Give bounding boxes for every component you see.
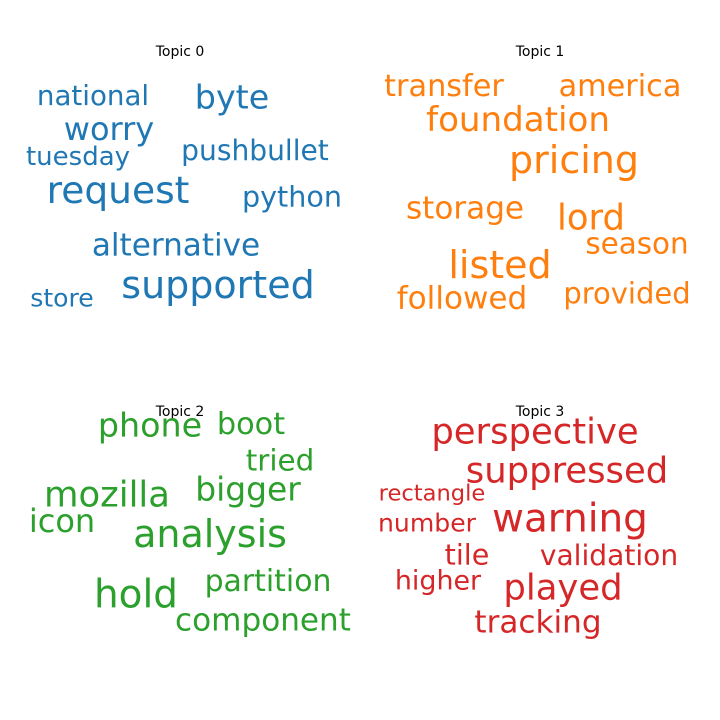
word-component: component <box>175 602 351 639</box>
word-tuesday: tuesday <box>25 142 131 172</box>
word-tried: tried <box>245 443 315 478</box>
topic-title: Topic 3 <box>515 404 565 420</box>
word-icon: icon <box>28 502 96 540</box>
word-transfer: transfer <box>384 68 504 104</box>
word-followed: followed <box>396 280 528 317</box>
topic-panel-3: Topic 3 perspective suppressed rectangle war… <box>360 360 720 720</box>
word-foundation: foundation <box>426 99 610 140</box>
topic-title: Topic 1 <box>515 44 565 60</box>
word-storage: storage <box>405 190 525 227</box>
topic-title: Topic 2 <box>155 404 205 420</box>
topic-panel-0: Topic 0 national byte worry tuesday pushbulle… <box>0 0 360 360</box>
word-lord: lord <box>557 197 625 239</box>
word-provided: provided <box>563 276 691 311</box>
word-store: store <box>30 283 94 313</box>
word-request: request <box>46 168 190 213</box>
topic-panel-2: Topic 2 phone boot tried mozilla bigger icon an… <box>0 360 360 720</box>
word-byte: byte <box>194 77 270 117</box>
word-rectangle: rectangle <box>378 480 486 507</box>
word-number: number <box>378 508 476 538</box>
word-validation: validation <box>539 538 679 572</box>
word-tracking: tracking <box>474 604 602 641</box>
word-boot: boot <box>216 406 286 442</box>
word-alternative: alternative <box>91 227 261 264</box>
word-suppressed: suppressed <box>465 450 669 492</box>
word-mozilla: mozilla <box>44 474 170 516</box>
word-higher: higher <box>394 565 482 597</box>
word-listed: listed <box>448 243 552 287</box>
word-played: played <box>503 567 623 609</box>
word-supported: supported <box>121 263 315 307</box>
word-pricing: pricing <box>509 138 639 182</box>
word-analysis: analysis <box>133 512 287 556</box>
topic-title: Topic 0 <box>155 44 205 60</box>
topic-panel-1: Topic 1 transfer america foundation pricing s… <box>360 0 720 360</box>
word-national: national <box>36 79 150 113</box>
word-partition: partition <box>204 564 332 600</box>
word-america: america <box>558 68 682 104</box>
word-bigger: bigger <box>195 469 301 509</box>
word-perspective: perspective <box>431 411 639 453</box>
word-tile: tile <box>444 537 490 572</box>
word-warning: warning <box>492 496 648 542</box>
word-phone: phone <box>97 405 203 445</box>
word-pushbullet: pushbullet <box>181 133 329 167</box>
word-hold: hold <box>94 572 178 618</box>
word-python: python <box>241 179 343 214</box>
word-worry: worry <box>63 110 155 148</box>
word-season: season <box>585 226 689 261</box>
